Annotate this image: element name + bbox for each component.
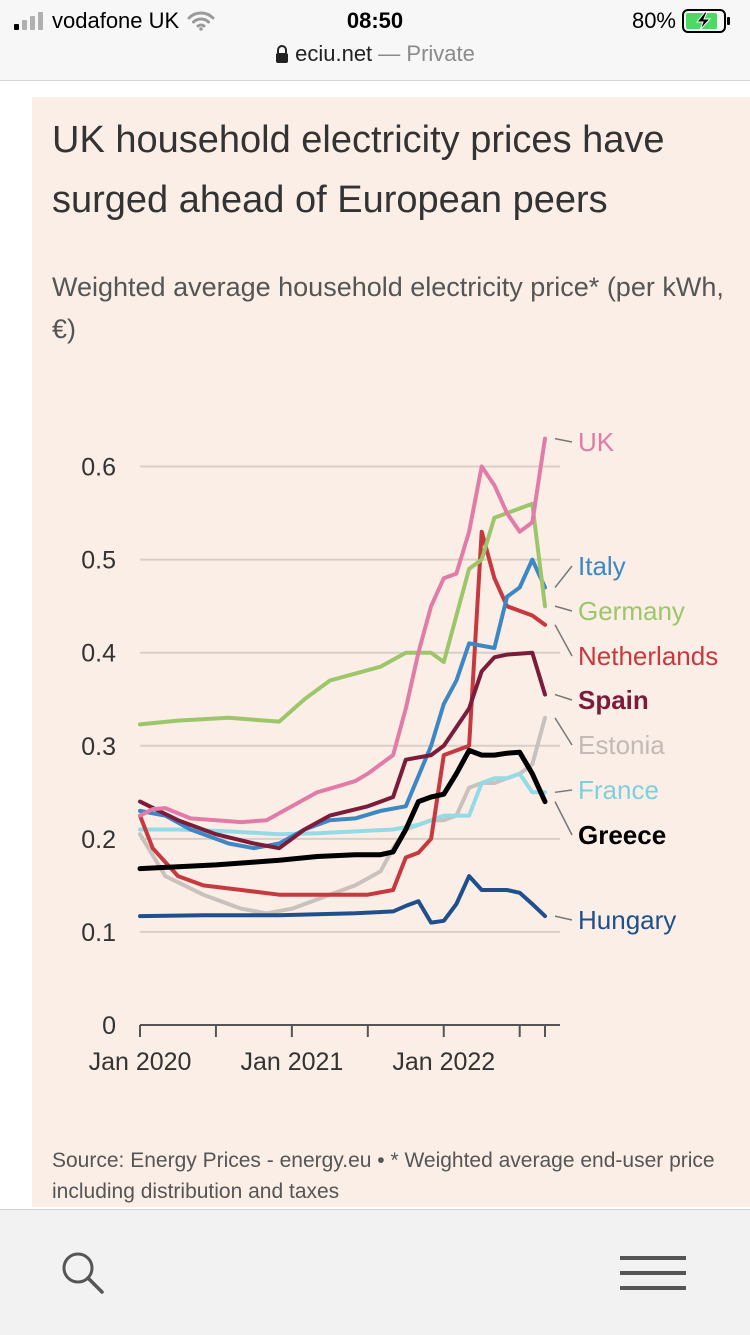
leader-line-hungary: [554, 915, 573, 921]
series-line-greece: [137, 747, 548, 872]
url-domain: eciu.net: [295, 41, 373, 66]
y-tick-label: 0.4: [81, 640, 116, 668]
status-bar: vodafone UK 08:50 80% eciu.net — Private: [0, 0, 750, 81]
chart-title: UK household electricity prices have sur…: [52, 119, 665, 221]
y-tick-label: 0.5: [81, 547, 116, 575]
browser-toolbar: [0, 1209, 750, 1335]
lock-icon: [276, 45, 289, 63]
series-label-italy: Italy: [578, 551, 626, 581]
series-line-netherlands: [138, 529, 547, 897]
url-bar[interactable]: eciu.net — Private: [0, 41, 750, 67]
leader-line-spain: [554, 693, 573, 701]
leader-line-greece: [554, 801, 573, 836]
status-right: 80%: [632, 8, 732, 34]
series-line-italy: [138, 557, 547, 851]
x-tick-label: Jan 2020: [89, 1048, 192, 1076]
battery-percent: 80%: [631, 8, 676, 33]
y-tick-label: 0: [102, 1012, 116, 1040]
wifi-icon: [187, 11, 215, 31]
leader-line-netherlands: [554, 624, 573, 657]
battery-charging-icon: [682, 9, 730, 33]
series-label-germany: Germany: [578, 596, 685, 626]
series-label-france: France: [578, 775, 659, 805]
series-label-estonia: Estonia: [578, 730, 665, 760]
series-line-spain: [138, 650, 547, 851]
series-line-france: [138, 771, 547, 837]
leader-line-france: [554, 789, 573, 794]
y-tick-label: 0.6: [81, 454, 116, 482]
search-icon[interactable]: [60, 1250, 106, 1296]
leader-line-germany: [554, 605, 573, 612]
chart-subtitle: Weighted average household electricity p…: [52, 272, 724, 344]
leader-line-italy: [554, 565, 573, 589]
carrier-name: vodafone UK: [52, 8, 180, 33]
series-label-uk: UK: [578, 427, 615, 457]
y-tick-label: 0.1: [81, 919, 116, 947]
series-line-uk: [138, 436, 547, 825]
menu-icon[interactable]: [620, 1254, 686, 1292]
status-left: vodafone UK: [14, 8, 215, 34]
private-mode-label: — Private: [378, 41, 475, 66]
series-label-spain: Spain: [578, 685, 649, 715]
series-line-hungary: [138, 874, 547, 925]
y-tick-label: 0.3: [81, 733, 116, 761]
series-label-greece: Greece: [578, 820, 666, 850]
line-chart: 0 0.1 0.2 0.3 0.4 0.5 0.6 Jan 2020 Jan 2021 Jan 2…: [81, 427, 718, 1076]
x-tick-label: Jan 2021: [240, 1048, 343, 1076]
leader-line-estonia: [554, 717, 573, 746]
series-label-netherlands: Netherlands: [578, 641, 718, 671]
status-time: 08:50: [346, 8, 404, 33]
leader-line-uk: [554, 437, 573, 443]
y-tick-label: 0.2: [81, 826, 116, 854]
chart-source-note: Source: Energy Prices - energy.eu • * We…: [52, 1149, 715, 1203]
x-tick-label: Jan 2022: [392, 1048, 495, 1076]
signal-icon: [14, 12, 43, 30]
series-label-hungary: Hungary: [578, 905, 676, 935]
